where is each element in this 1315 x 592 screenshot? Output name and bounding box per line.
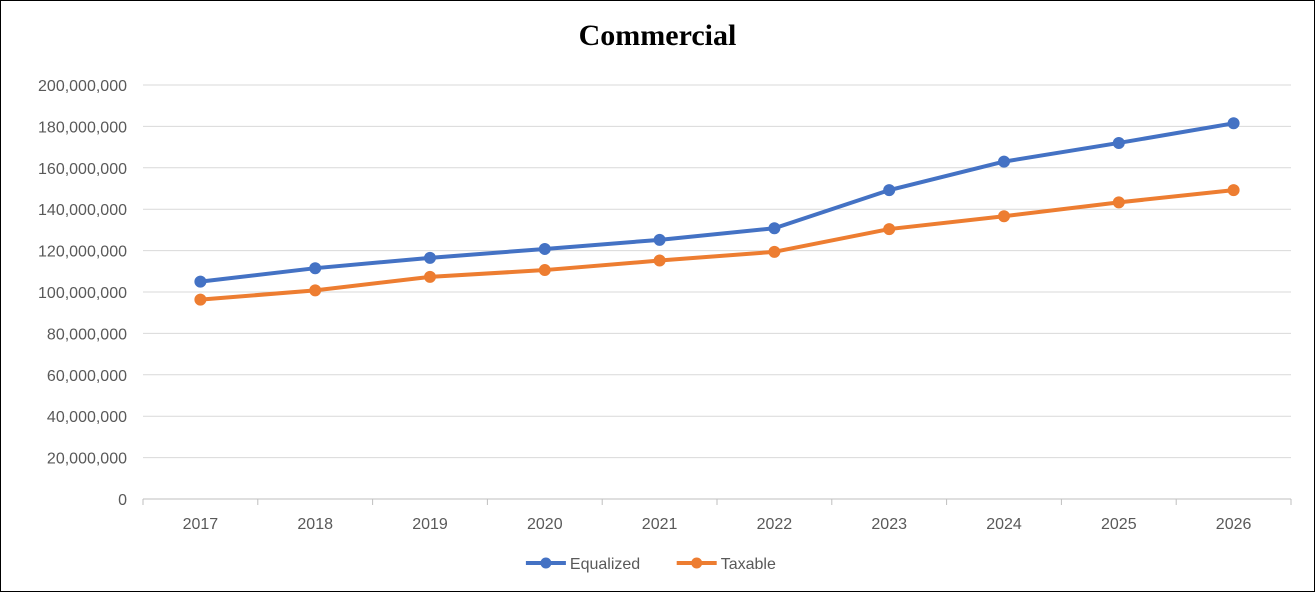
x-tick-label: 2021 xyxy=(642,516,678,533)
chart-title: Commercial xyxy=(578,19,737,52)
data-point-equalized xyxy=(424,251,436,264)
legend-item-taxable: Taxable xyxy=(676,556,776,573)
data-point-taxable xyxy=(1227,184,1240,197)
x-tick-label: 2018 xyxy=(297,516,333,533)
data-point-taxable xyxy=(194,293,207,306)
x-tick-label: 2023 xyxy=(871,516,907,533)
x-axis-labels: 2017 2018 2019 2020 2021 2022 2023 2024 2025 2026 xyxy=(183,516,1252,533)
data-point-equalized xyxy=(538,242,551,255)
y-tick-label: 160,000,000 xyxy=(38,161,127,178)
legend: Equalized Taxable xyxy=(525,556,776,573)
data-point-taxable xyxy=(538,264,551,277)
data-point-taxable xyxy=(998,210,1010,223)
data-point-taxable xyxy=(309,284,322,297)
legend-item-equalized: Equalized xyxy=(525,556,640,573)
legend-swatch-marker xyxy=(691,557,703,569)
x-tick-label: 2017 xyxy=(183,516,219,533)
data-point-equalized xyxy=(309,262,322,275)
legend-label: Taxable xyxy=(721,556,776,573)
y-tick-label: 0 xyxy=(118,492,127,509)
x-tick-label: 2020 xyxy=(527,516,563,533)
x-tick-label: 2024 xyxy=(986,516,1022,533)
x-axis xyxy=(142,498,1292,505)
series-line-equalized xyxy=(198,121,1236,284)
y-axis-labels: 0 20,000,000 40,000,000 60,000,000 80,000,00… xyxy=(38,78,127,509)
data-point-equalized xyxy=(1227,117,1240,130)
data-point-equalized xyxy=(653,233,666,246)
data-point-equalized xyxy=(1112,136,1125,149)
data-point-equalized xyxy=(194,275,207,288)
data-point-equalized xyxy=(998,155,1010,168)
y-tick-label: 180,000,000 xyxy=(38,119,127,136)
x-tick-label: 2026 xyxy=(1216,516,1252,533)
series-lines xyxy=(194,117,1240,306)
y-tick-label: 20,000,000 xyxy=(47,451,127,468)
x-tick-label: 2022 xyxy=(757,516,793,533)
gridlines xyxy=(143,84,1291,459)
y-tick-label: 80,000,000 xyxy=(47,326,127,343)
y-tick-label: 100,000,000 xyxy=(38,285,127,302)
legend-label: Equalized xyxy=(570,556,640,573)
data-point-taxable xyxy=(768,245,781,258)
data-point-taxable xyxy=(653,254,666,267)
data-point-taxable xyxy=(424,270,436,283)
data-point-taxable xyxy=(1112,196,1125,209)
legend-swatch-marker xyxy=(540,557,552,569)
y-tick-label: 60,000,000 xyxy=(47,368,127,385)
x-tick-label: 2019 xyxy=(412,516,448,533)
data-point-equalized xyxy=(883,184,896,197)
y-tick-label: 40,000,000 xyxy=(47,409,127,426)
x-tick-label: 2025 xyxy=(1101,516,1137,533)
y-tick-label: 200,000,000 xyxy=(38,78,127,95)
y-tick-label: 140,000,000 xyxy=(38,202,127,219)
series-line-taxable xyxy=(198,188,1236,302)
data-point-equalized xyxy=(768,222,781,235)
data-point-taxable xyxy=(883,223,896,236)
y-tick-label: 120,000,000 xyxy=(38,244,127,261)
